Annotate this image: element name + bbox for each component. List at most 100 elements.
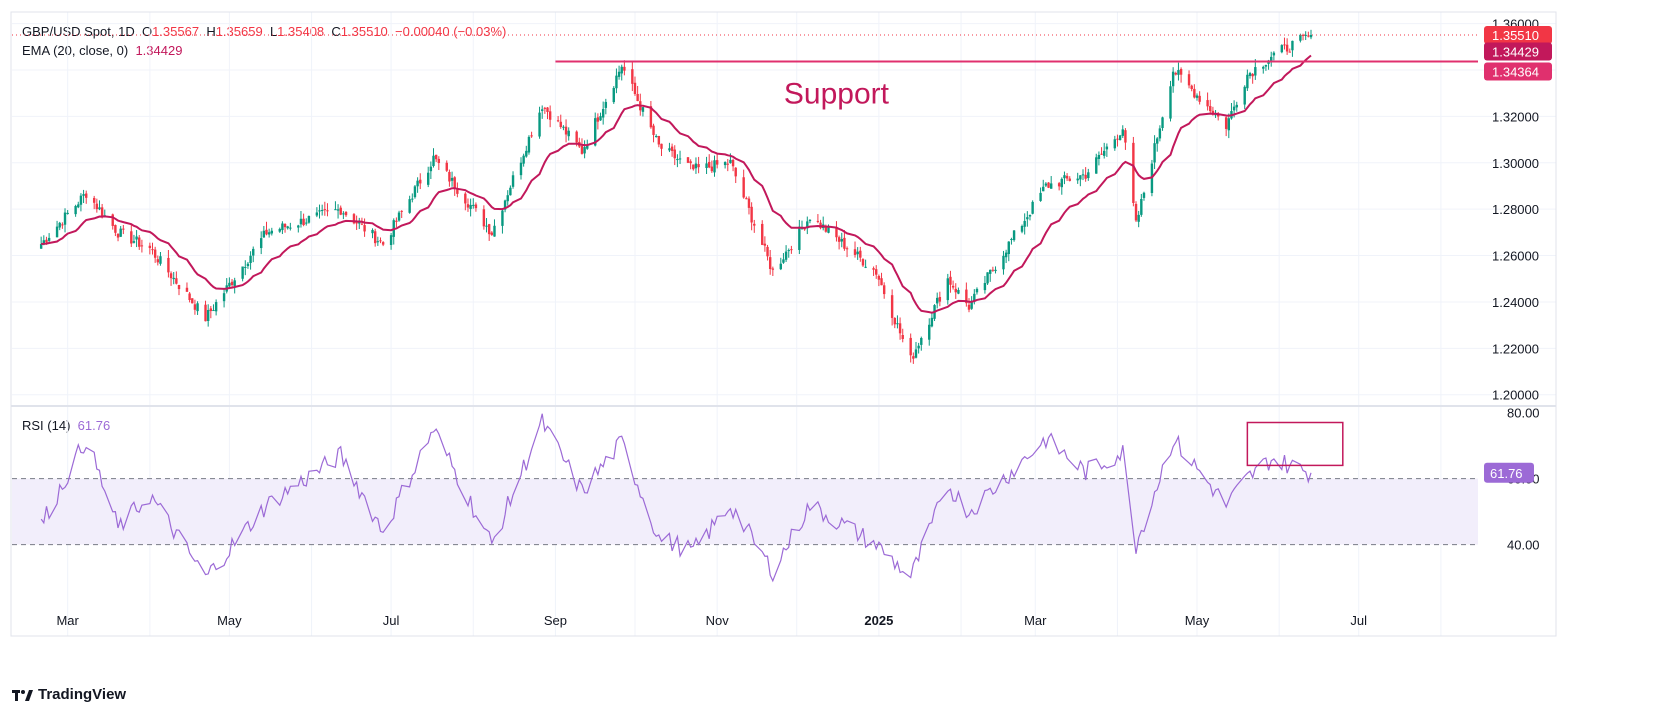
candle-body — [935, 297, 939, 304]
candle-body — [843, 237, 846, 249]
candle-body — [901, 335, 904, 339]
candle-body — [1116, 138, 1119, 140]
rsi-tick-label: 40.00 — [1507, 538, 1540, 553]
candle-body — [1023, 220, 1026, 227]
candle-body — [490, 232, 494, 235]
candle-body — [1153, 143, 1156, 163]
candle-body — [259, 238, 263, 249]
candle-body — [79, 195, 83, 205]
candle-body — [1171, 71, 1175, 87]
candle-body — [289, 227, 292, 229]
ema-series — [41, 54, 1312, 314]
candle-body — [543, 107, 547, 109]
candle-body — [530, 135, 533, 137]
candle-body — [241, 266, 244, 279]
candle-body — [768, 257, 772, 269]
candle-body — [983, 282, 987, 291]
symbol-label: GBP/USD Spot, 1D — [22, 24, 135, 39]
candle-body — [212, 310, 215, 312]
candle-body — [175, 278, 178, 284]
candle-body — [562, 126, 565, 128]
candle-body — [63, 212, 67, 225]
candle-body — [140, 245, 144, 247]
close-label: C — [331, 24, 341, 39]
chart-frame — [10, 11, 1557, 637]
candle-body — [400, 210, 403, 212]
candle-body — [244, 266, 247, 268]
candle-body — [697, 164, 700, 168]
candle-body — [623, 66, 626, 71]
candle-body — [77, 204, 80, 208]
rsi-value-tag-bg — [1484, 462, 1534, 483]
candle-body — [731, 159, 735, 167]
candle-body — [389, 235, 393, 245]
price-tick-label: 1.20000 — [1492, 388, 1539, 403]
candle-body — [185, 287, 189, 292]
candle-body — [890, 295, 894, 318]
ema-legend[interactable]: EMA (20, close, 0) 1.34429 — [22, 43, 182, 58]
support-price-tag: 1.34364 — [1492, 65, 1539, 80]
candle-body — [262, 230, 266, 238]
candle-body — [1063, 175, 1066, 179]
ema-line — [41, 54, 1312, 314]
candle-body — [745, 198, 748, 200]
candle-body — [928, 324, 931, 340]
candle-body — [689, 161, 692, 164]
rsi-legend[interactable]: RSI (14) 61.76 — [22, 418, 110, 433]
candle-body — [617, 71, 621, 77]
candle-body — [501, 210, 504, 226]
candle-body — [281, 223, 284, 231]
last-price-tag: 1.35510 — [1492, 28, 1539, 43]
candle-body — [45, 239, 48, 243]
candle-body — [214, 302, 218, 312]
candle-body — [360, 223, 364, 225]
candle-body — [1161, 117, 1164, 129]
candle-body — [336, 209, 340, 211]
candle-body — [1121, 129, 1124, 136]
rsi-value-tag: 61.76 — [1490, 466, 1523, 481]
candle-body — [432, 155, 435, 167]
candle-body — [729, 159, 732, 164]
chart-border — [10, 11, 1557, 637]
candle-body — [782, 259, 785, 263]
candle-body — [1211, 110, 1215, 115]
candle-body — [676, 159, 679, 161]
candle-body — [411, 198, 414, 200]
candle-body — [339, 207, 342, 215]
candle-body — [1065, 175, 1069, 179]
candle-body — [233, 280, 236, 286]
price-tick-label: 1.26000 — [1492, 249, 1539, 264]
candle-body — [705, 163, 708, 168]
candle-body — [450, 177, 454, 181]
candle-body — [1254, 67, 1257, 76]
support-annotation: Support — [784, 78, 890, 111]
tradingview-logo[interactable]: TradingView — [12, 686, 126, 703]
candle-body — [429, 166, 433, 172]
candle-body — [601, 109, 605, 118]
candle-body — [1272, 52, 1276, 56]
candle-body — [835, 228, 838, 238]
candle-body — [1002, 255, 1005, 270]
candle-body — [856, 251, 859, 255]
candle-body — [726, 163, 729, 165]
candle-body — [206, 309, 210, 321]
candle-body — [323, 209, 327, 211]
candle-body — [474, 204, 478, 209]
candle-body — [896, 323, 899, 325]
candle-body — [305, 222, 308, 224]
candle-body — [1299, 34, 1302, 41]
candle-body — [1103, 150, 1106, 156]
candle-body — [633, 82, 637, 95]
candle-body — [1227, 118, 1231, 131]
rsi-band — [12, 478, 1478, 546]
candle-body — [1243, 86, 1246, 105]
candle-body — [472, 204, 475, 206]
candle-body — [973, 293, 976, 302]
candle-body — [641, 107, 645, 112]
candle-body — [363, 225, 366, 232]
candle-body — [278, 228, 281, 232]
candle-body — [58, 222, 61, 228]
candle-body — [85, 193, 88, 198]
candle-body — [1076, 178, 1079, 181]
